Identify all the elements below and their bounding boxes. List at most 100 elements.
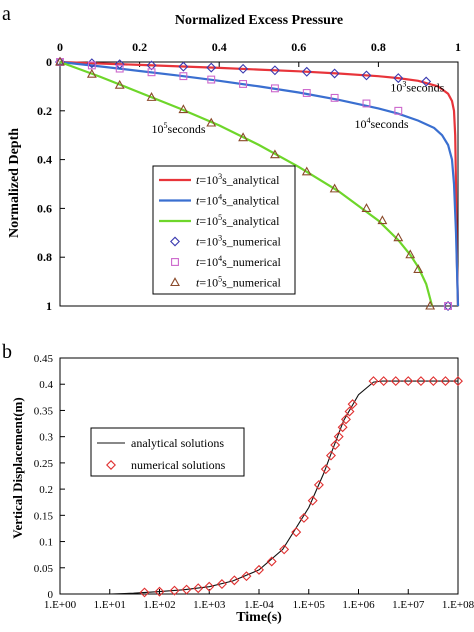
- y-tick-label: 0.2: [39, 484, 53, 496]
- data-point-series-4: [393, 73, 404, 84]
- data-point-series-5: [207, 75, 216, 84]
- annotation-2: 104seconds: [355, 116, 409, 131]
- data-point-series-2: [169, 585, 180, 596]
- data-point-series-2: [368, 376, 379, 387]
- data-point-series-6: [114, 79, 125, 89]
- data-point-series-2: [291, 527, 302, 538]
- panel-b: b Vertical Displacement(m) Time(s) 1.E+0…: [2, 341, 474, 625]
- panel-a-ylabel: Normalized Depth: [7, 128, 22, 238]
- panel-a-annotations: 103seconds 104seconds 105seconds: [152, 79, 445, 135]
- data-point-series-4: [421, 76, 432, 87]
- data-point-series-5: [87, 61, 96, 70]
- y-tick-label: 0.25: [34, 458, 54, 470]
- data-point-series-6: [238, 132, 249, 142]
- data-point-series-6: [377, 215, 388, 225]
- data-point-series-2: [415, 376, 426, 387]
- data-point-series-2: [453, 376, 463, 387]
- data-point-series-4: [301, 66, 312, 77]
- x-tick-label: 1.E+05: [293, 599, 326, 611]
- panel-b-markers: [139, 376, 463, 598]
- data-point-series-4: [329, 68, 340, 79]
- x-tick-label: 1.E+03: [193, 599, 226, 611]
- y-tick-label: 0.15: [34, 510, 54, 522]
- data-point-series-4: [114, 59, 125, 70]
- data-point-series-2: [307, 495, 318, 506]
- data-point-series-6: [269, 149, 280, 159]
- x-tick-label: 0.6: [291, 40, 306, 54]
- legend-swatch: [171, 258, 179, 266]
- data-point-series-2: [428, 376, 439, 387]
- y-tick-label: 0.05: [34, 563, 54, 575]
- data-point-series-6: [405, 249, 416, 259]
- panel-a-markers: [55, 56, 454, 311]
- data-point-series-2: [378, 376, 389, 387]
- x-tick-label: 1.E+01: [94, 599, 126, 611]
- legend-label: t=104s_analytical: [196, 193, 280, 208]
- panel-b-ylabel: Vertical Displacement(m): [10, 397, 25, 538]
- legend-label: t=105s_analytical: [196, 213, 280, 228]
- panel-b-lines: [109, 380, 458, 595]
- data-point-series-6: [329, 183, 340, 193]
- data-point-series-5: [179, 72, 188, 81]
- y-tick-label: 0.6: [37, 201, 52, 215]
- data-point-series-2: [330, 440, 341, 451]
- panel-a-title: Normalized Excess Pressure: [175, 13, 343, 28]
- data-point-series-5: [147, 68, 156, 77]
- data-point-series-6: [86, 68, 97, 78]
- data-point-series-5: [270, 84, 279, 93]
- data-point-series-4: [146, 60, 157, 71]
- annotation-3: 105seconds: [152, 121, 206, 136]
- data-point-series-2: [340, 414, 351, 425]
- data-point-series-2: [313, 479, 324, 490]
- data-point-series-5: [330, 93, 339, 102]
- data-point-series-2: [279, 544, 290, 555]
- data-point-series-6: [301, 166, 312, 176]
- series-line-1: [109, 380, 458, 595]
- x-tick-label: 1.E+07: [392, 599, 425, 611]
- data-point-series-5: [115, 64, 124, 73]
- data-point-series-6: [413, 264, 424, 273]
- data-point-series-2: [229, 575, 240, 586]
- legend-label: analytical solutions: [131, 436, 224, 450]
- data-point-series-2: [337, 422, 348, 433]
- data-point-series-6: [55, 56, 65, 66]
- y-tick-label: 0: [48, 589, 54, 601]
- data-point-series-2: [298, 512, 309, 523]
- data-point-series-6: [178, 104, 189, 114]
- data-point-series-2: [403, 376, 414, 387]
- y-tick-label: 0.35: [34, 405, 54, 417]
- y-tick-label: 0: [46, 55, 52, 69]
- data-point-series-4: [443, 301, 454, 311]
- y-tick-label: 1: [46, 299, 52, 313]
- legend-swatch: [170, 277, 180, 287]
- data-point-series-2: [193, 583, 204, 594]
- x-tick-label: 0: [57, 40, 63, 54]
- y-tick-label: 0.2: [37, 104, 52, 118]
- panel-b-label: b: [2, 341, 12, 363]
- panel-b-legend-entries: analytical solutions numerical solutions: [97, 436, 226, 472]
- panel-a-y-ticks: 0 0.2 0.4 0.6 0.8 1: [37, 55, 65, 313]
- x-tick-label: 1.E+08: [442, 599, 474, 611]
- panel-a-plot-frame: [59, 61, 459, 307]
- panel-a-label: a: [2, 3, 11, 25]
- data-point-series-2: [266, 556, 277, 567]
- data-point-series-4: [238, 63, 249, 74]
- data-point-series-4: [206, 62, 217, 73]
- data-point-series-6: [146, 92, 157, 101]
- data-point-series-5: [362, 99, 371, 108]
- x-tick-label: 0.8: [371, 40, 386, 54]
- data-point-series-5: [302, 89, 311, 97]
- data-point-series-2: [390, 376, 401, 387]
- panel-a-legend-entries: t=103s_analytical t=104s_analytical t=105s…: [159, 172, 281, 290]
- x-tick-label: 1.E+02: [143, 599, 175, 611]
- y-tick-label: 0.3: [39, 432, 53, 444]
- y-tick-label: 0.1: [39, 537, 53, 549]
- data-point-series-2: [326, 450, 336, 461]
- data-point-series-5: [239, 80, 248, 88]
- data-point-series-2: [347, 399, 358, 410]
- panel-a-x-ticks: 0 0.2 0.4 0.6 0.8 1: [57, 40, 461, 67]
- data-point-series-6: [361, 203, 372, 212]
- y-tick-label: 0.4: [39, 379, 53, 391]
- series-line-2: [59, 60, 460, 307]
- panel-b-y-ticks: 0 0.05 0.1 0.15 0.2 0.25 0.3 0.35 0.4 0.45: [34, 353, 65, 601]
